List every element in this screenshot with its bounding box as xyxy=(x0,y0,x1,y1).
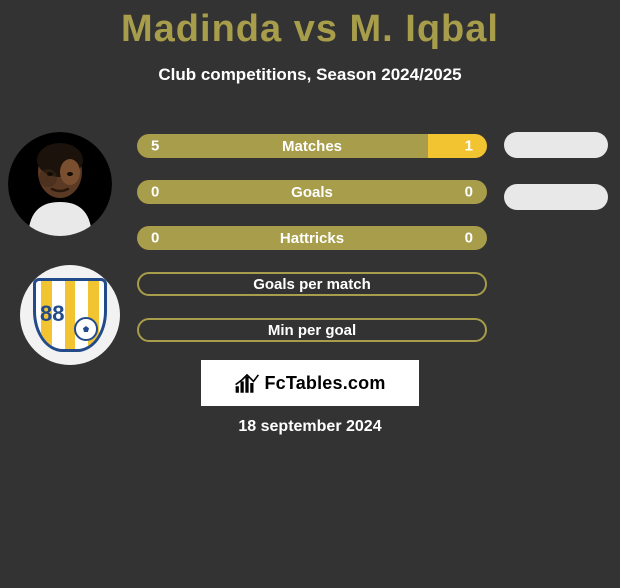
player1-club-badge: 88 xyxy=(20,265,120,365)
stat-left-value: 0 xyxy=(151,230,159,247)
brand-badge: FcTables.com xyxy=(201,360,419,406)
player2-avatar-placeholder xyxy=(504,132,608,158)
stat-left-value: 0 xyxy=(151,184,159,201)
stat-row: 5 1 Matches xyxy=(137,134,487,158)
stats-container: 5 1 Matches 0 0 Goals 0 0 Hattricks Goals per mat… xyxy=(137,134,487,364)
club-number: 88 xyxy=(40,301,64,327)
brand-text: FcTables.com xyxy=(264,373,385,394)
stat-row: Min per goal xyxy=(137,318,487,342)
subtitle: Club competitions, Season 2024/2025 xyxy=(0,65,620,85)
soccer-ball-icon xyxy=(74,317,98,341)
stat-right-value: 0 xyxy=(465,184,473,201)
stat-label: Goals xyxy=(291,184,333,201)
stat-label: Min per goal xyxy=(268,322,356,339)
stat-row: Goals per match xyxy=(137,272,487,296)
player1-avatar xyxy=(8,132,112,236)
stat-row: 0 0 Goals xyxy=(137,180,487,204)
stat-label: Matches xyxy=(282,138,342,155)
bar-chart-icon xyxy=(234,371,260,395)
stat-label: Hattricks xyxy=(280,230,344,247)
stat-label: Goals per match xyxy=(253,276,371,293)
stat-row: 0 0 Hattricks xyxy=(137,226,487,250)
stat-left-value: 5 xyxy=(151,138,159,155)
stat-right-value: 0 xyxy=(465,230,473,247)
stat-right-value: 1 xyxy=(465,138,473,155)
date-text: 18 september 2024 xyxy=(0,418,620,436)
page-title: Madinda vs M. Iqbal xyxy=(0,8,620,51)
player2-club-placeholder xyxy=(504,184,608,210)
